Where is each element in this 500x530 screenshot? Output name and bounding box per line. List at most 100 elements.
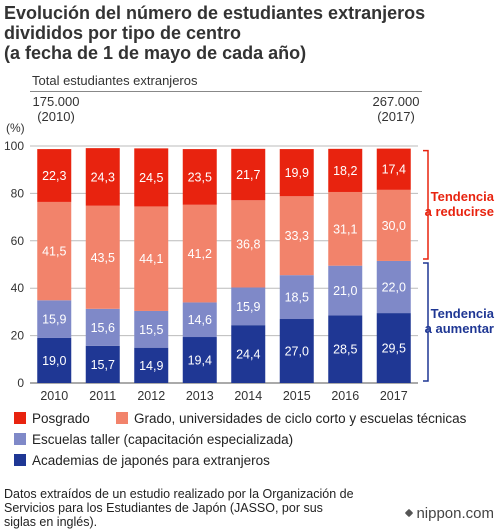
stacked-bar-chart: 0 20 40 60 80 100 19,0 15,9 41,5 22,3 2010 15,7 15,6… [4, 139, 495, 403]
bar-grado-2011 [85, 205, 120, 309]
data-label: 31,1 [333, 222, 357, 236]
y-tick-label: 0 [17, 376, 24, 390]
y-tick-label: 60 [11, 234, 25, 248]
source-note: Datos extraídos de un estudio realizado … [4, 487, 394, 529]
y-tick-label: 20 [11, 329, 25, 343]
data-label: 28,5 [333, 343, 357, 357]
bar-academias-2014 [231, 325, 266, 383]
chart-title: Evolución del número de estudiantes extr… [4, 3, 496, 63]
bar-escuelas-2017 [376, 260, 411, 314]
trend-annotation: Tendencia [431, 306, 495, 321]
total-rule [30, 91, 422, 92]
data-label: 14,9 [139, 359, 163, 373]
legend-item-posgrado: Posgrado [14, 411, 90, 426]
legend-swatch-academias [14, 454, 26, 466]
bar-academias-2015 [279, 319, 314, 383]
bar-posgrado-2012 [134, 148, 169, 207]
data-label: 24,3 [91, 170, 115, 184]
bar-academias-2012 [134, 347, 169, 383]
y-axis-unit: (%) [6, 121, 25, 135]
y-tick-label: 100 [4, 139, 24, 153]
data-label: 15,9 [236, 300, 260, 314]
total-end-value: 267.000 [372, 94, 420, 109]
trend-bracket-aumentar [423, 262, 429, 382]
data-label: 22,3 [42, 169, 66, 183]
bar-escuelas-2011 [85, 308, 120, 346]
brand-logo: nippon.com [405, 505, 494, 522]
bar-academias-2013 [182, 337, 217, 383]
trend-annotation: a reducirse [425, 204, 494, 219]
bar-escuelas-2013 [182, 302, 217, 338]
data-label: 36,8 [236, 237, 260, 251]
bar-posgrado-2015 [279, 149, 314, 197]
data-label: 19,0 [42, 354, 66, 368]
bar-escuelas-2016 [328, 265, 363, 316]
bar-grado-2016 [328, 191, 363, 266]
bar-posgrado-2017 [376, 148, 411, 190]
total-header: Total estudiantes extranjeros [32, 73, 198, 88]
data-label: 19,4 [188, 354, 212, 368]
legend-label-academias: Academias de japonés para extranjeros [32, 453, 270, 468]
x-tick-label: 2014 [234, 389, 262, 403]
trend-annotation: a aumentar [425, 321, 494, 336]
bar-posgrado-2011 [85, 148, 120, 206]
title-line-1: Evolución del número de estudiantes extr… [4, 3, 426, 23]
data-label: 17,4 [382, 163, 406, 177]
x-tick-label: 2016 [331, 389, 359, 403]
trend-bracket-reducirse [423, 149, 429, 260]
bar-posgrado-2016 [328, 148, 363, 192]
bar-academias-2011 [85, 345, 120, 383]
data-label: 22,0 [382, 281, 406, 295]
total-start-value: 175.000 [32, 94, 80, 109]
legend-item-grado: Grado, universidades de ciclo corto y es… [116, 411, 466, 426]
y-tick-label: 40 [11, 281, 25, 295]
total-end: 267.000 (2017) [370, 94, 422, 124]
data-label: 21,0 [333, 284, 357, 298]
x-tick-label: 2011 [89, 389, 116, 403]
nippon-logo-icon [405, 508, 414, 518]
data-label: 44,1 [139, 252, 163, 266]
data-label: 24,5 [139, 171, 163, 185]
y-tick-label: 80 [11, 186, 25, 200]
data-label: 18,2 [333, 164, 357, 178]
bar-grado-2010 [37, 201, 72, 301]
legend-swatch-escuelas [14, 433, 26, 445]
legend-item-academias: Academias de japonés para extranjeros [14, 453, 270, 468]
data-label: 15,9 [42, 313, 66, 327]
bar-grado-2013 [182, 204, 217, 303]
legend-swatch-grado [116, 412, 128, 424]
bar-academias-2016 [328, 315, 363, 383]
bar-escuelas-2012 [134, 310, 169, 348]
data-label: 15,7 [91, 358, 115, 372]
bar-posgrado-2010 [37, 149, 72, 202]
data-label: 14,6 [188, 313, 212, 327]
total-start: 175.000 (2010) [30, 94, 82, 124]
data-label: 33,3 [285, 229, 309, 243]
source-line-1: Datos extraídos de un estudio realizado … [4, 487, 354, 501]
data-label: 30,0 [382, 219, 406, 233]
bar-escuelas-2015 [279, 275, 314, 320]
legend-label-grado: Grado, universidades de ciclo corto y es… [134, 411, 467, 426]
bar-academias-2017 [376, 313, 411, 383]
brand-name: nippon.com [416, 505, 494, 522]
x-tick-label: 2012 [137, 389, 165, 403]
data-label: 24,4 [236, 348, 260, 362]
bar-escuelas-2014 [231, 287, 266, 326]
data-label: 19,9 [285, 166, 309, 180]
legend-label-posgrado: Posgrado [32, 411, 90, 426]
source-line-2: Servicios para los Estudiantes de Japón … [4, 501, 323, 515]
bar-grado-2014 [231, 200, 266, 288]
total-start-year: (2010) [37, 109, 75, 124]
x-tick-label: 2017 [380, 389, 408, 403]
title-line-3: (a fecha de 1 de mayo de cada año) [4, 43, 307, 63]
data-label: 15,5 [139, 323, 163, 337]
total-end-year: (2017) [377, 109, 415, 124]
data-label: 29,5 [382, 342, 406, 356]
legend-row-1: Posgrado Grado, universidades de ciclo c… [14, 411, 494, 429]
title-line-2: divididos por tipo de centro [4, 23, 242, 43]
x-tick-label: 2010 [40, 389, 68, 403]
bar-academias-2010 [37, 337, 72, 383]
data-label: 15,6 [91, 321, 115, 335]
data-label: 27,0 [285, 345, 309, 359]
bar-escuelas-2010 [37, 300, 72, 338]
